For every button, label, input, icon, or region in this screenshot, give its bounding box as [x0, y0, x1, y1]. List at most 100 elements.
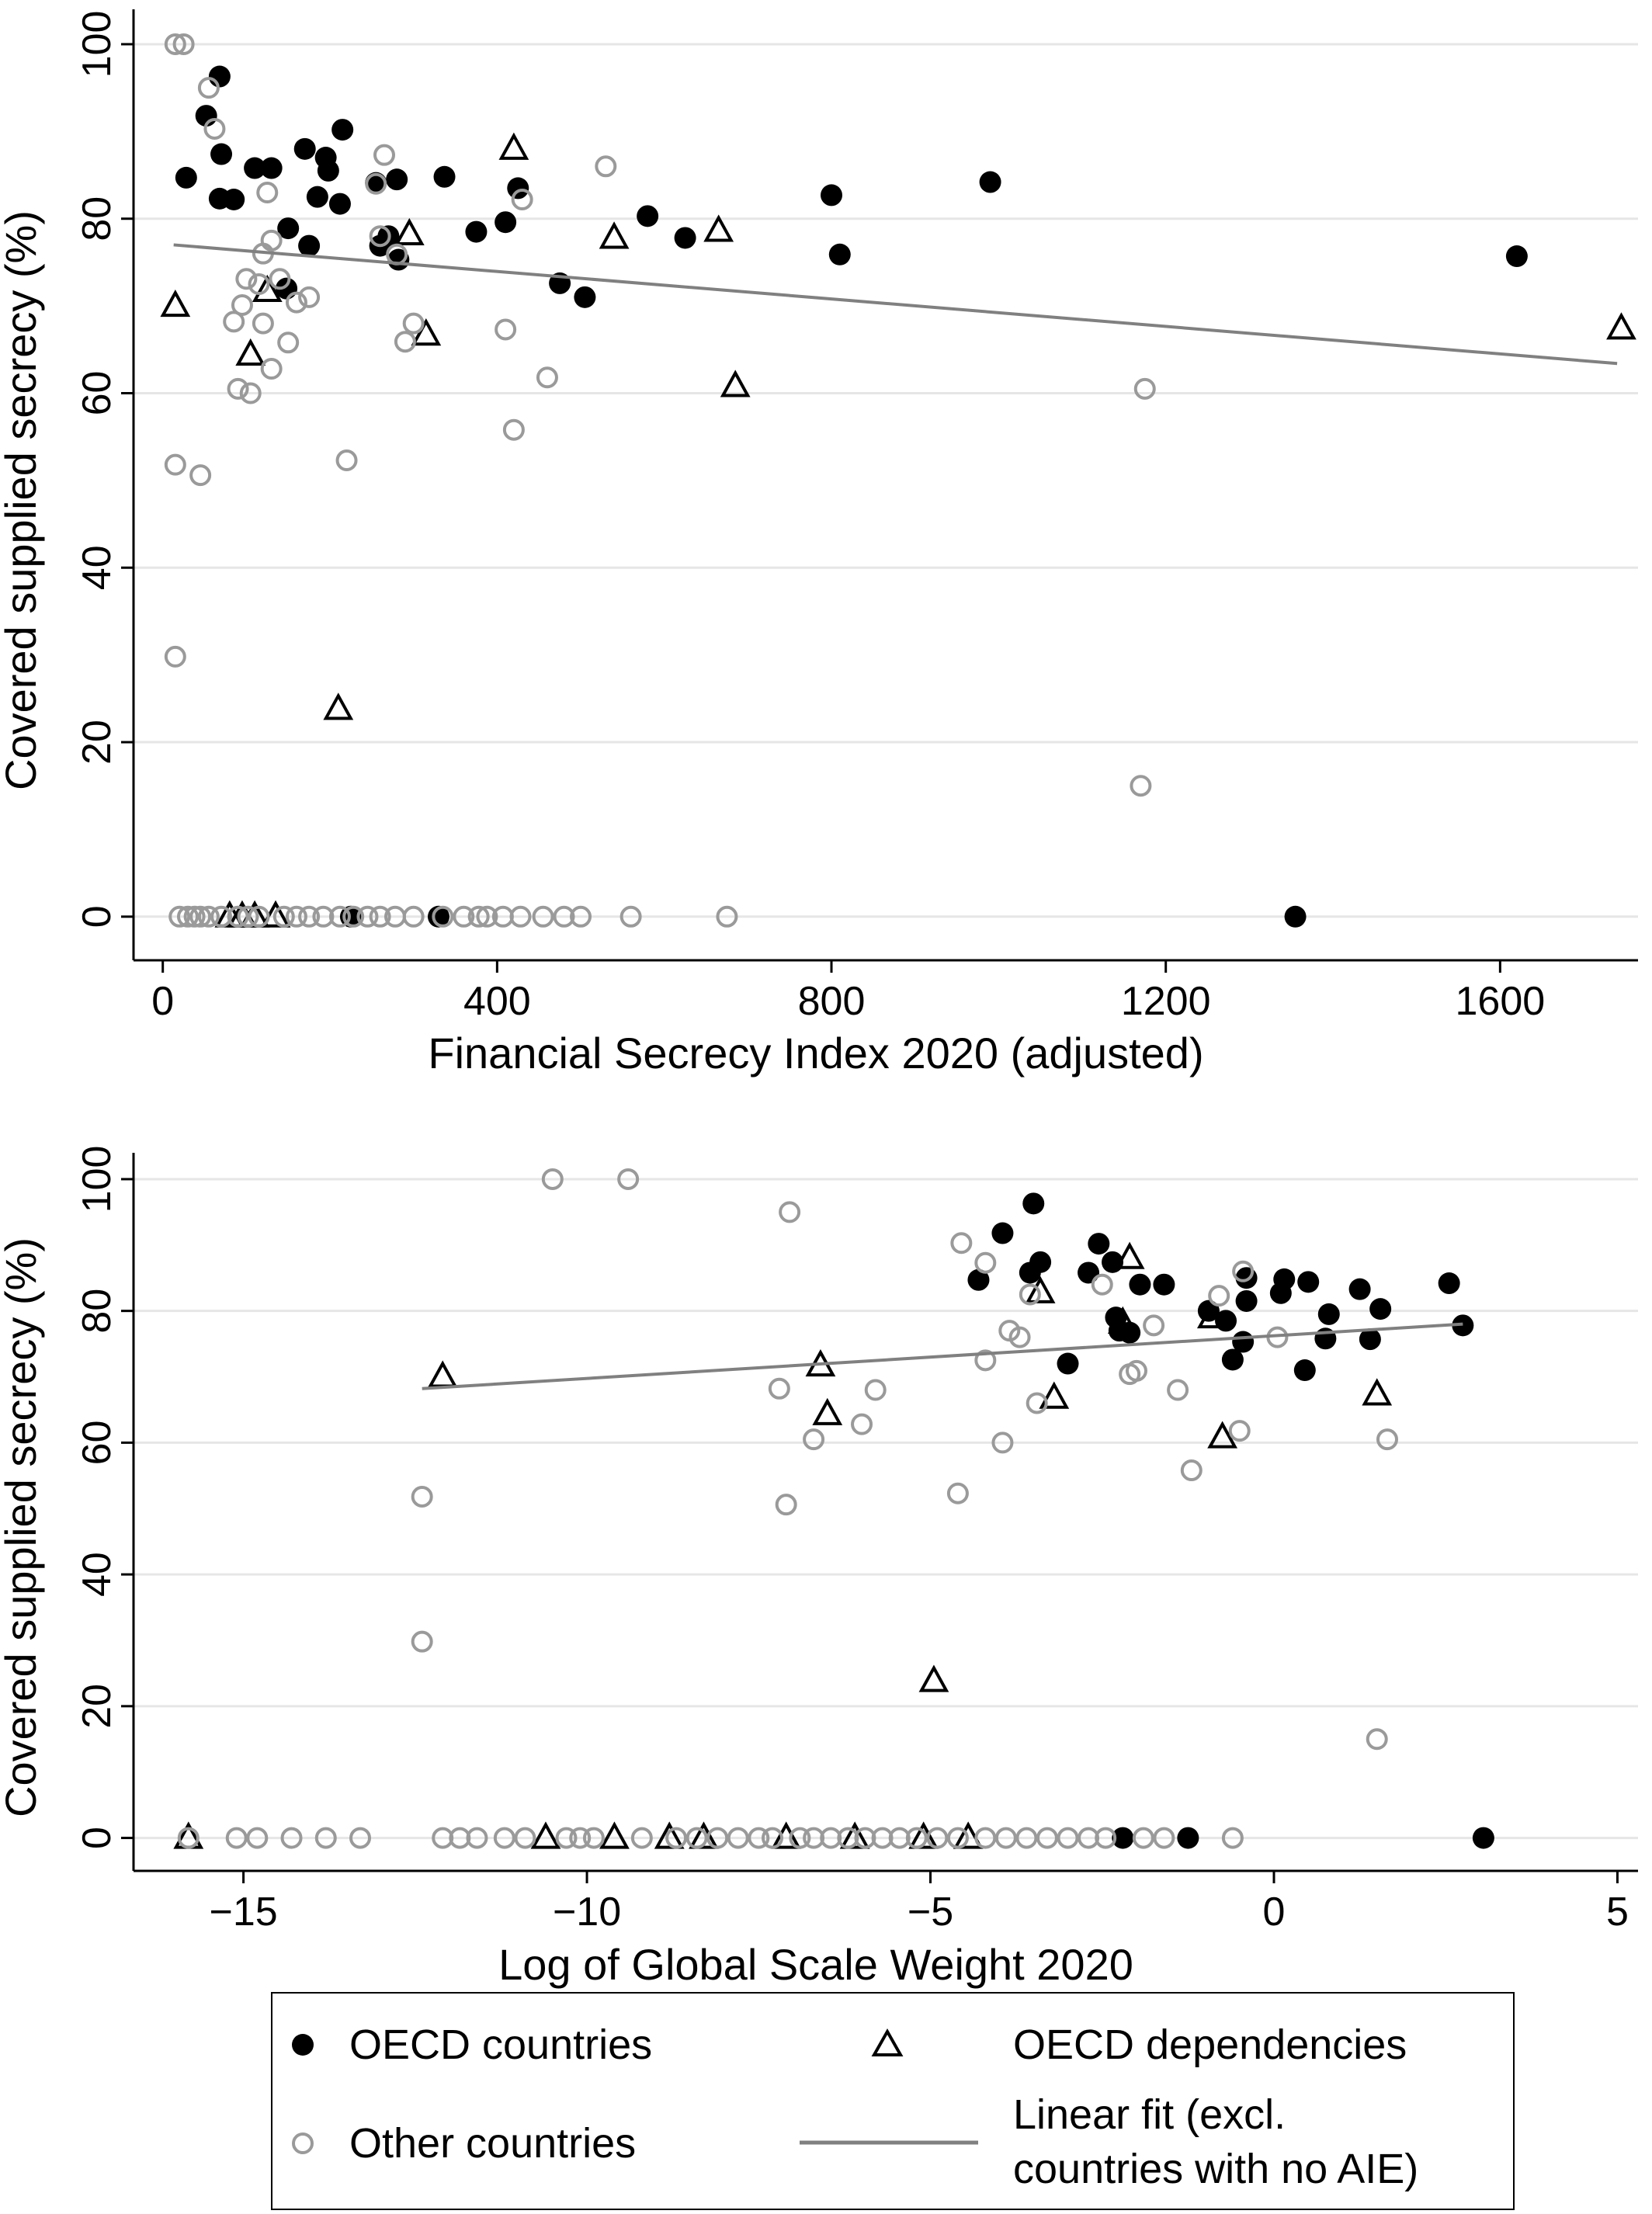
other-country-point [974, 1251, 997, 1274]
other-country-point [314, 1827, 337, 1849]
other-country-point [716, 905, 738, 928]
oecd-country-point [208, 65, 231, 88]
y-tick-label: 40 [75, 1552, 120, 1597]
oecd-country-point [574, 286, 596, 308]
oecd-dependency-point [1207, 1421, 1238, 1449]
y-tick-label: 40 [75, 545, 120, 590]
oecd-dependency-point [689, 1821, 719, 1849]
oecd-dependency-point [1362, 1378, 1393, 1406]
oecd-country-point [1317, 1303, 1340, 1325]
other-country-point [272, 905, 295, 928]
x-tick-label: 400 [463, 979, 531, 1024]
oecd-dependency-point [530, 1821, 561, 1849]
oecd-dependency-point [812, 1397, 843, 1425]
linear-fit-line [173, 243, 1618, 366]
oecd-country-point [298, 234, 321, 257]
other-country-point [1091, 1273, 1113, 1296]
oecd-country-point [328, 193, 351, 215]
other-country-point [356, 905, 379, 928]
other-country-point [235, 268, 258, 290]
other-country-point [252, 312, 274, 335]
other-country-point [280, 1827, 303, 1849]
other-country-point [1232, 1260, 1255, 1282]
oecd-dependency-point [1039, 1381, 1070, 1409]
other-country-point [1143, 1314, 1165, 1337]
other-country-point [227, 905, 249, 928]
other-country-point [1008, 1326, 1031, 1348]
other-country-point [493, 1827, 515, 1849]
oecd-dependency-point [411, 318, 442, 346]
other-country-point [453, 905, 475, 928]
other-country-point [231, 293, 253, 316]
other-country-point [1132, 1827, 1154, 1849]
oecd-country-point [1177, 1827, 1199, 1849]
other-country-point [1228, 1420, 1251, 1442]
oecd-country-point [386, 168, 408, 191]
oecd-country-point [1088, 1233, 1110, 1255]
other-country-point [369, 225, 391, 248]
legend-dependencies-label: OECD dependencies [1013, 2021, 1407, 2068]
other-country-point [1221, 1827, 1244, 1849]
y-tick-label: 80 [75, 196, 120, 241]
other-country-point [467, 905, 490, 928]
oecd-country-point [967, 1268, 990, 1291]
other-country-point [950, 1232, 973, 1254]
linear-fit-line [422, 1322, 1463, 1390]
x-tick-label: 0 [1263, 1890, 1286, 1935]
oecd-country-point [1369, 1298, 1392, 1320]
y-tick-label: 100 [75, 11, 120, 78]
oecd-country-point [1235, 1289, 1258, 1312]
other-country-point [803, 1428, 825, 1451]
oecd-country-point [317, 159, 339, 182]
other-country-point [285, 905, 307, 928]
oecd-dependency-point [1114, 1241, 1145, 1269]
oecd-dependency-point [703, 214, 734, 242]
other-country-point [1180, 1459, 1203, 1482]
oecd-country-point [1112, 1827, 1134, 1849]
other-country-point [177, 1827, 200, 1849]
other-country-point [176, 905, 199, 928]
other-country-point [349, 1827, 372, 1849]
x-tick-label: 1600 [1456, 979, 1546, 1024]
other-country-point [189, 905, 212, 928]
other-country-point [1019, 1283, 1041, 1306]
oecd-dependency-point [599, 221, 630, 249]
other-country-point [532, 905, 554, 928]
oecd-country-point [244, 157, 266, 179]
oecd-country-point [1284, 905, 1307, 928]
other-country-point [335, 449, 358, 472]
oecd-dependency-point [953, 1821, 984, 1849]
other-country-point [617, 1168, 640, 1190]
other-country-point [541, 1168, 564, 1190]
other-country-point [256, 182, 279, 204]
oecd-dependency-point [771, 1821, 802, 1849]
oecd-country-point [1022, 1192, 1045, 1215]
oecd-country-point [331, 119, 354, 141]
oecd-dependency-point [654, 1821, 685, 1849]
y-tick-label: 20 [75, 1684, 120, 1729]
other-country-point [685, 1827, 708, 1849]
oecd-country-point [1348, 1278, 1371, 1300]
oecd-country-point [1359, 1328, 1381, 1351]
other-country-point [1153, 1827, 1175, 1849]
other-country-point [466, 1827, 488, 1849]
other-country-point [246, 1827, 269, 1849]
x-tick-label: 1200 [1121, 979, 1211, 1024]
y-tick-label: 0 [75, 1827, 120, 1849]
other-country-point [203, 117, 226, 140]
legend-dependencies-marker [871, 2028, 904, 2056]
other-country-point [239, 382, 262, 404]
other-country-point [994, 1827, 1017, 1849]
oecd-dependency-point [918, 1664, 949, 1692]
other-country-point [1133, 377, 1156, 400]
other-country-point [864, 1379, 887, 1401]
other-country-point [620, 905, 642, 928]
other-country-point [342, 905, 365, 928]
legend-fit-label-line1: Linear fit (excl. [1013, 2091, 1286, 2138]
legend: OECD countries OECD dependencies Other c… [271, 1992, 1515, 2210]
other-country-point [411, 1630, 433, 1653]
oecd-country-point [1221, 1348, 1244, 1371]
other-country-point [285, 291, 307, 314]
oecd-country-point [293, 137, 316, 160]
